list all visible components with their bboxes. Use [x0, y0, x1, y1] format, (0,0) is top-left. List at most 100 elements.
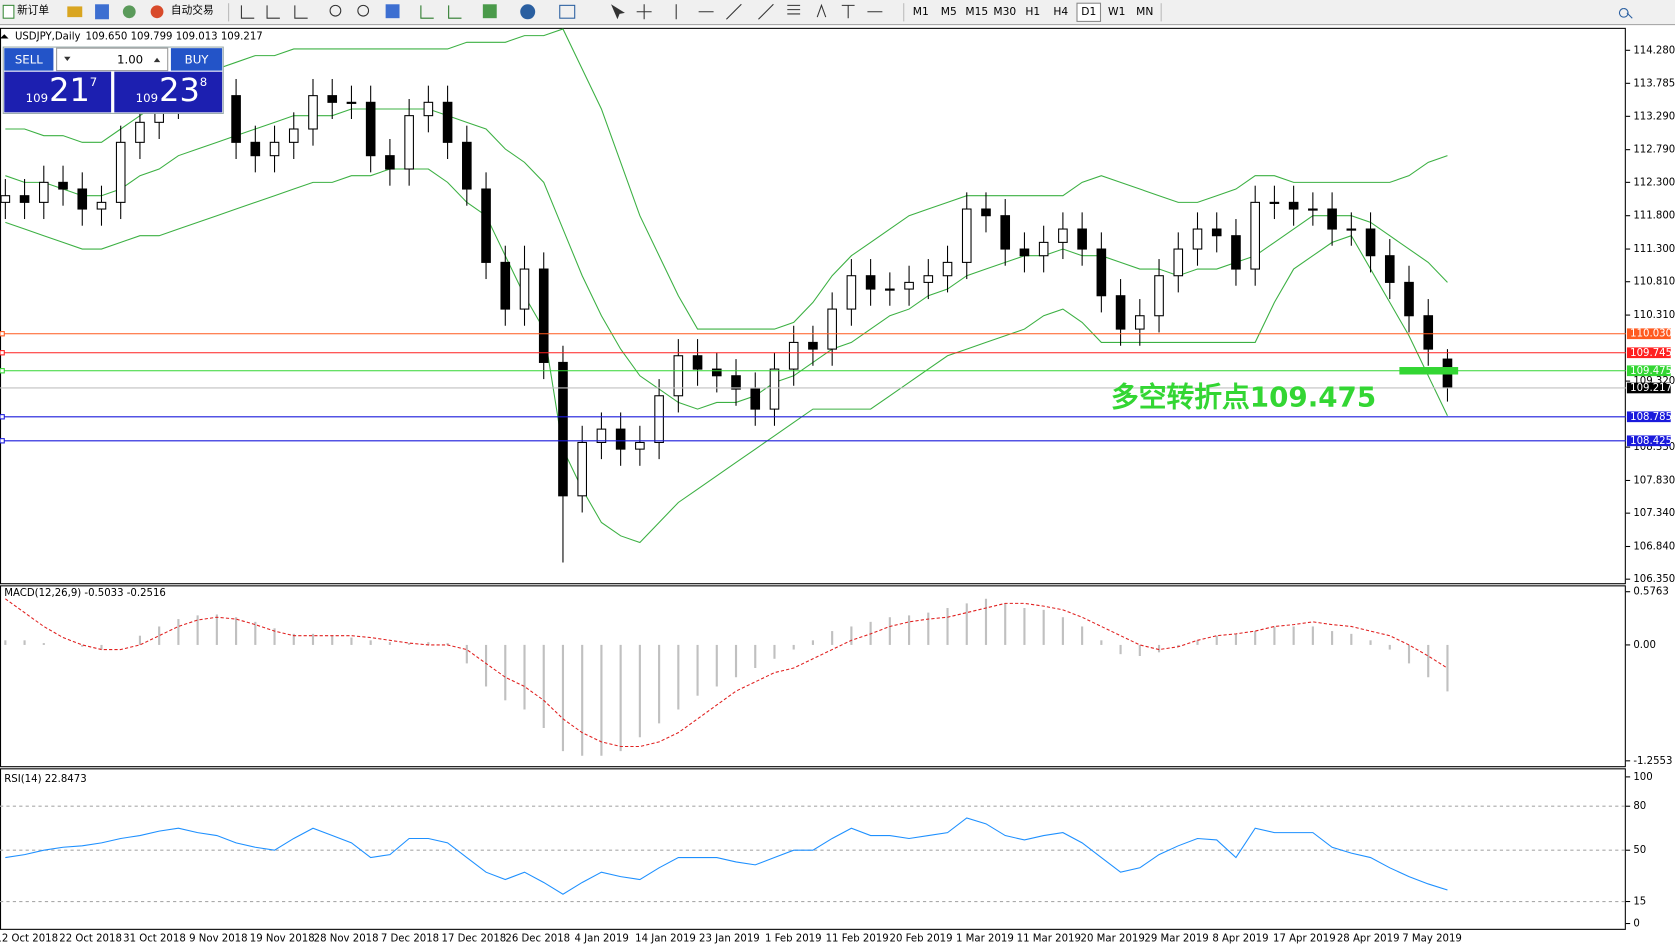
y-tick-label: -1.2553 — [1633, 756, 1672, 767]
candle-body — [365, 101, 376, 157]
active-timeframe — [1076, 2, 1102, 22]
candle-body — [250, 141, 261, 157]
candle-body — [327, 95, 338, 103]
icon — [482, 4, 497, 19]
candle-body — [1211, 228, 1222, 237]
timeframe-button[interactable]: MN — [1136, 5, 1153, 18]
level-label: 108.785 — [1630, 412, 1672, 423]
candle-body — [135, 121, 145, 143]
ask-box[interactable] — [114, 71, 223, 113]
x-tick-label: 1 Feb 2019 — [765, 933, 822, 944]
timeframe-button[interactable]: M1 — [913, 5, 929, 18]
x-tick-label: 28 Nov 2018 — [314, 933, 379, 944]
y-tick-label: 0 — [1633, 919, 1639, 930]
bollinger-middle — [5, 108, 1448, 410]
y-tick-label: 108.330 — [1633, 442, 1675, 453]
level-handle — [0, 414, 5, 420]
icon — [95, 4, 109, 20]
candle-body — [346, 101, 357, 104]
rsi-panel-frame — [0, 768, 1626, 930]
candle-body — [481, 188, 491, 263]
y-tick-label: 107.830 — [1633, 475, 1675, 486]
candle-body — [500, 261, 511, 310]
toolbar-buttons: 新订单 自动交易 M1 M5 M15 M30 H1 H4 D1 W1 MN — [2, 2, 1633, 22]
x-tick-label: 8 Apr 2019 — [1212, 933, 1268, 944]
candle-body — [115, 141, 126, 203]
candle-body — [19, 195, 30, 203]
candle-body — [942, 261, 953, 277]
level-label-box — [1626, 365, 1671, 377]
y-tick-label: 113.785 — [1633, 78, 1675, 89]
lots-value: 1.00 — [117, 52, 143, 66]
candle-body — [96, 201, 107, 210]
y-tick-label: 0.5763 — [1633, 587, 1668, 598]
candle-body — [1250, 201, 1260, 270]
macd-signal — [5, 598, 1448, 748]
search-icon[interactable] — [1618, 8, 1633, 19]
timeframe-button[interactable]: H1 — [1025, 5, 1040, 18]
x-tick-label: 14 Jan 2019 — [635, 933, 696, 944]
bollinger-upper — [5, 28, 1448, 330]
buy-button[interactable] — [170, 48, 223, 71]
x-tick-label: 23 Jan 2019 — [699, 933, 760, 944]
timeframe-button[interactable]: H4 — [1053, 5, 1068, 18]
candle-body — [904, 281, 914, 290]
timeframe-button[interactable]: M30 — [993, 5, 1016, 18]
current-price-label: 109.217 — [1630, 383, 1672, 394]
x-tick-label: 7 May 2019 — [1402, 933, 1462, 944]
candle-body — [462, 141, 472, 190]
candle-body — [885, 288, 895, 291]
timeframe-button[interactable]: D1 — [1081, 5, 1096, 18]
candle-body — [596, 428, 607, 443]
ohlc-label: 109.650 109.799 109.013 109.217 — [85, 31, 262, 42]
candle-body — [769, 368, 780, 410]
y-tick-label: 109.320 — [1633, 376, 1675, 387]
icon — [559, 4, 576, 19]
timeframe-button[interactable]: M5 — [941, 5, 957, 18]
auto-trading-button[interactable]: 自动交易 — [171, 4, 214, 17]
x-tick-label: 17 Dec 2018 — [442, 933, 507, 944]
level-label: 109.475 — [1630, 366, 1672, 377]
candle-body — [1058, 228, 1068, 243]
timeframe-button[interactable]: W1 — [1108, 5, 1125, 18]
sell-button[interactable] — [4, 48, 54, 71]
lots-input[interactable] — [56, 47, 169, 72]
macd-panel-frame — [0, 585, 1626, 768]
level-handle — [0, 350, 5, 356]
y-tick-label: 50 — [1633, 845, 1646, 856]
icon — [420, 5, 462, 19]
icon — [67, 6, 83, 18]
y-tick-label: 110.810 — [1633, 277, 1675, 288]
candle-body — [269, 141, 280, 157]
candle-body — [1135, 315, 1145, 330]
level-label-box — [1626, 347, 1671, 359]
x-tick-label: 12 Oct 2018 — [0, 933, 58, 944]
y-tick-label: 111.300 — [1633, 244, 1675, 255]
rsi-line — [5, 817, 1448, 895]
timeframe-button[interactable]: M15 — [965, 5, 988, 18]
icon — [122, 5, 136, 19]
candle-body — [1231, 235, 1241, 270]
ask-big: 109 — [136, 91, 158, 105]
x-tick-label: 4 Jan 2019 — [574, 933, 628, 944]
candle-body — [731, 375, 741, 390]
y-tick-label: 80 — [1633, 801, 1646, 812]
candle-body — [577, 441, 587, 497]
candle-body — [1154, 275, 1164, 317]
chart-area — [0, 25, 1626, 947]
icon — [520, 4, 536, 20]
annotation: 多空转折点109.475 — [1111, 381, 1376, 414]
candle-body — [808, 341, 818, 350]
candle-body — [846, 275, 857, 310]
candle-body — [1038, 241, 1049, 257]
trade-panel: SELL 1.00 BUY 109 21 7 109 23 8 — [2, 46, 224, 114]
bid-big: 109 — [26, 91, 48, 105]
x-tick-label: 29 Mar 2019 — [1144, 933, 1208, 944]
icon — [611, 4, 625, 20]
new-order-button[interactable]: 新订单 — [17, 4, 49, 17]
y-tick-label: 114.280 — [1633, 45, 1675, 56]
bid-box[interactable] — [4, 71, 112, 113]
level-handle — [0, 331, 5, 337]
level-handle — [0, 438, 5, 444]
x-tick-label: 7 Dec 2018 — [381, 933, 439, 944]
